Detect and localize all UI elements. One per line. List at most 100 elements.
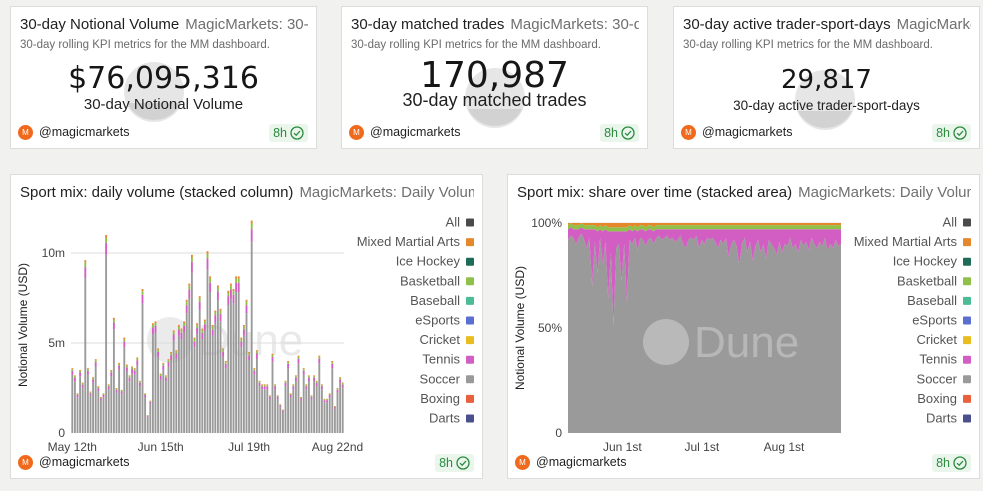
author-handle[interactable]: @magicmarkets xyxy=(370,125,461,139)
column-bar-segment xyxy=(253,374,256,433)
column-bar-segment xyxy=(326,398,329,400)
column-bar-segment xyxy=(216,285,219,288)
column-bar-segment xyxy=(115,388,118,390)
dune-watermark-text: Dune xyxy=(198,316,303,365)
column-bar-segment xyxy=(141,303,144,433)
column-bar-segment xyxy=(112,329,115,433)
column-bar-segment xyxy=(294,376,297,378)
x-tick-label: Jun 1st xyxy=(603,440,642,454)
column-bar-segment xyxy=(188,289,191,299)
column-bar-segment xyxy=(300,397,303,399)
column-bar-segment xyxy=(167,360,170,363)
freshness-badge[interactable]: 8h xyxy=(932,454,971,472)
column-bar-segment xyxy=(268,396,271,399)
column-bar-segment xyxy=(110,372,113,377)
column-bar-segment xyxy=(258,380,261,382)
column-bar-segment xyxy=(302,370,305,375)
card-title[interactable]: Sport mix: daily volume (stacked column)… xyxy=(20,184,474,201)
column-bar-segment xyxy=(235,278,238,283)
card-title[interactable]: 30-day active trader-sport-days MagicMark… xyxy=(683,16,971,33)
column-bar-segment xyxy=(307,381,310,433)
column-bar-segment xyxy=(268,398,271,433)
avatar[interactable]: M xyxy=(18,455,33,470)
column-bar-segment xyxy=(232,289,235,292)
column-bar-segment xyxy=(193,347,196,433)
column-bar-segment xyxy=(214,312,217,316)
column-bar-segment xyxy=(310,396,313,399)
column-bar-segment xyxy=(110,370,113,373)
freshness-badge[interactable]: 8h xyxy=(600,124,639,142)
column-bar-segment xyxy=(261,386,264,390)
author-handle[interactable]: @magicmarkets xyxy=(702,125,793,139)
legend-swatch xyxy=(963,394,971,403)
author-handle[interactable]: @magicmarkets xyxy=(39,455,130,469)
column-bar-segment xyxy=(183,323,186,326)
column-bar-segment xyxy=(172,331,175,335)
column-bar-segment xyxy=(99,398,102,401)
column-bar-segment xyxy=(94,362,97,367)
column-bar-segment xyxy=(190,254,193,258)
card-footer: M @magicmarkets 8h xyxy=(681,124,971,142)
column-bar-segment xyxy=(81,384,84,388)
column-bar-segment xyxy=(133,374,136,433)
column-bar-segment xyxy=(315,382,318,387)
column-bar-segment xyxy=(120,389,123,391)
column-bar-segment xyxy=(167,359,170,361)
column-bar-segment xyxy=(107,384,110,386)
author-handle[interactable]: @magicmarkets xyxy=(39,125,130,139)
column-bar-segment xyxy=(125,364,128,366)
column-bar-segment xyxy=(216,287,219,292)
column-bar-segment xyxy=(240,341,243,348)
freshness-badge[interactable]: 8h xyxy=(269,124,308,142)
column-bar-segment xyxy=(287,362,290,364)
card-title[interactable]: Sport mix: share over time (stacked area… xyxy=(517,184,971,201)
column-bar-segment xyxy=(211,335,214,433)
column-bar-segment xyxy=(258,386,261,433)
column-bar-segment xyxy=(229,285,232,290)
column-bar-segment xyxy=(94,360,97,363)
avatar[interactable]: M xyxy=(515,455,530,470)
column-bar-segment xyxy=(144,393,147,395)
column-bar-segment xyxy=(209,282,212,293)
column-bar-segment xyxy=(305,384,308,386)
column-bar-segment xyxy=(333,406,336,408)
column-bar-segment xyxy=(115,388,118,389)
column-bar-segment xyxy=(185,313,188,433)
column-bar-segment xyxy=(198,309,201,433)
column-bar-segment xyxy=(331,361,334,363)
column-bar-segment xyxy=(268,395,271,397)
column-bar-segment xyxy=(274,385,277,387)
column-bar-segment xyxy=(232,294,235,304)
avatar[interactable]: M xyxy=(681,125,696,140)
column-bar-segment xyxy=(292,386,295,390)
chart-card-daily-volume: Sport mix: daily volume (stacked column)… xyxy=(10,174,483,479)
column-bar-segment xyxy=(224,362,227,364)
column-bar-segment xyxy=(336,389,339,393)
column-bar-segment xyxy=(214,315,217,323)
legend-swatch xyxy=(466,277,474,286)
column-bar-segment xyxy=(292,385,295,387)
author-handle[interactable]: @magicmarkets xyxy=(536,455,627,469)
column-bar-segment xyxy=(307,375,310,377)
legend-label: All xyxy=(943,215,958,230)
column-bar-segment xyxy=(177,335,180,433)
column-bar-segment xyxy=(206,258,209,270)
column-bar-segment xyxy=(97,386,100,389)
avatar[interactable]: M xyxy=(18,125,33,140)
column-bar-segment xyxy=(222,348,225,350)
column-bar-segment xyxy=(92,377,95,379)
column-bar-segment xyxy=(235,282,238,293)
column-bar-segment xyxy=(216,291,219,301)
freshness-badge[interactable]: 8h xyxy=(932,124,971,142)
column-bar-segment xyxy=(219,308,222,311)
column-bar-segment xyxy=(266,385,269,387)
legend-label: Tennis xyxy=(919,352,957,367)
column-bar-segment xyxy=(248,352,251,354)
column-bar-segment xyxy=(310,395,313,396)
freshness-badge[interactable]: 8h xyxy=(435,454,474,472)
avatar[interactable]: M xyxy=(349,125,364,140)
